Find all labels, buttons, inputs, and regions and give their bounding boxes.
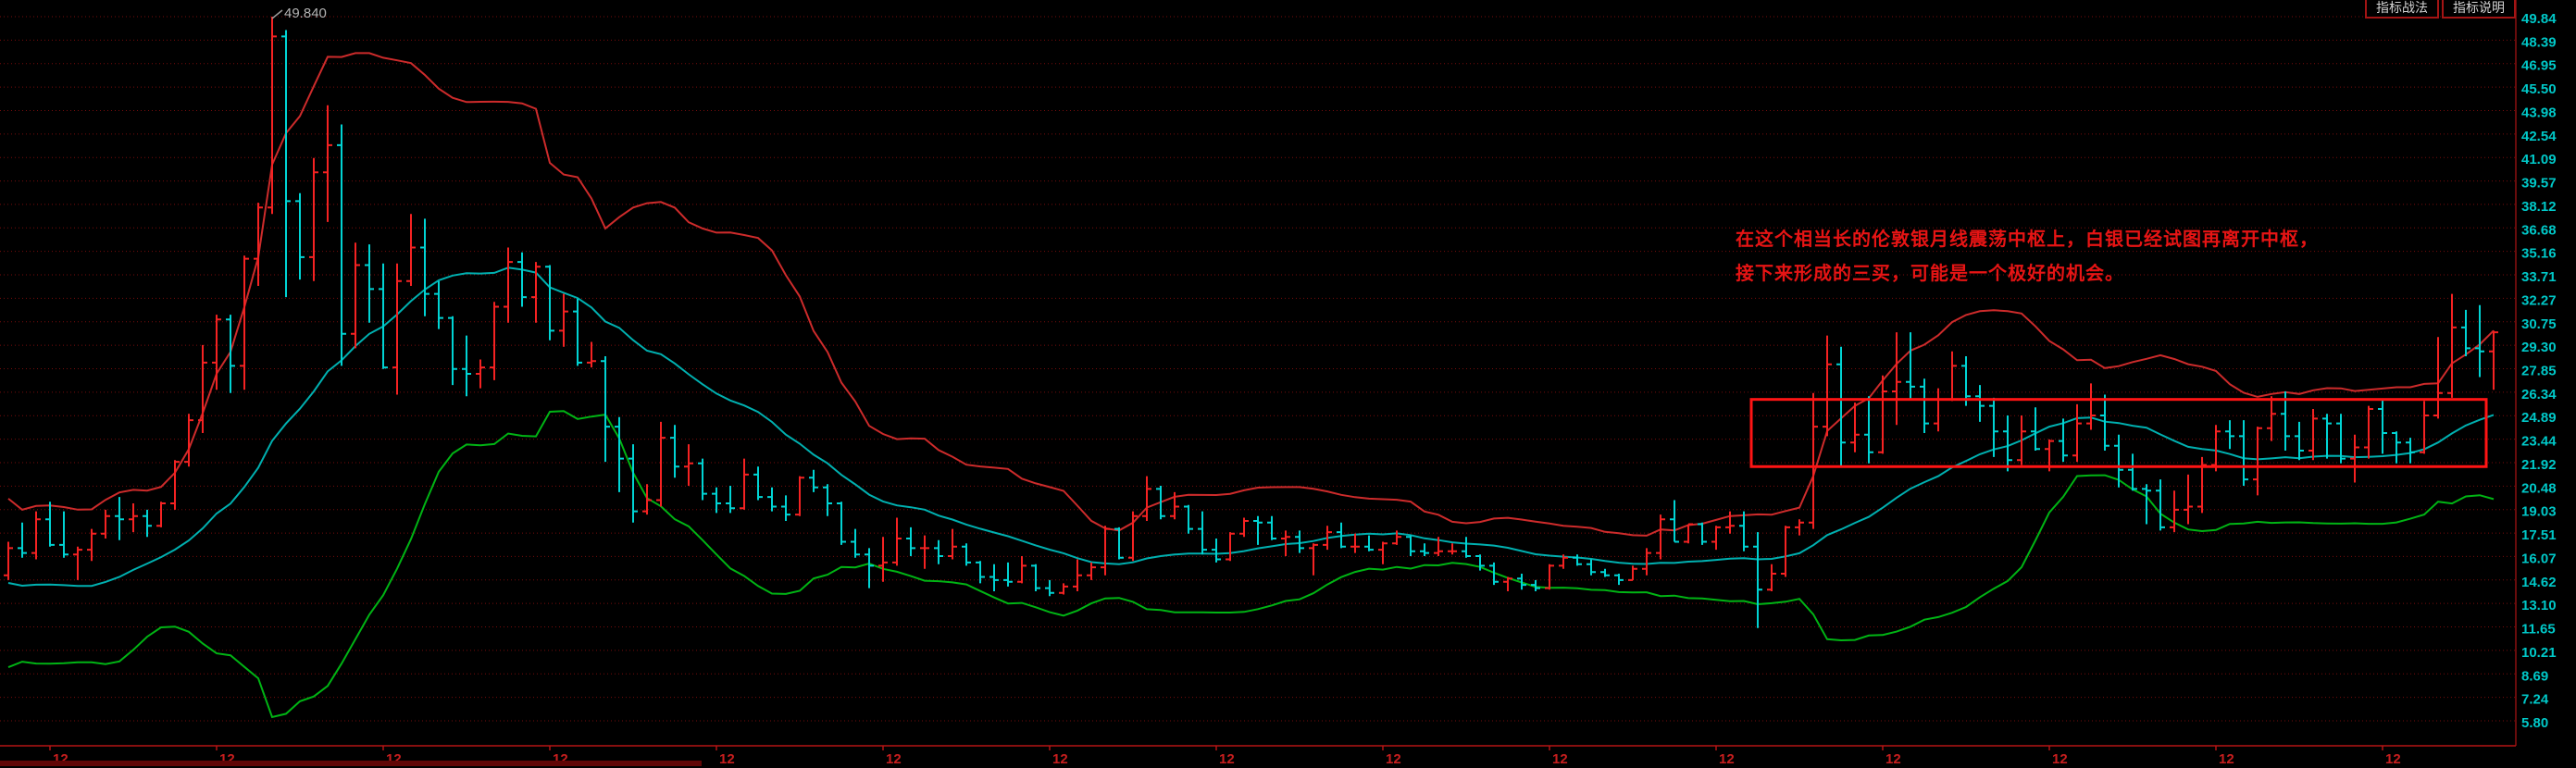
x-axis-label: 12 [1386, 751, 1401, 767]
indicator-help-button[interactable]: 指标说明 [2442, 0, 2516, 19]
chart-text-annotation[interactable]: 在这个相当长的伦敦银月线震荡中枢上，白银已经试图再离开中枢， 接下来形成的三买，… [1736, 223, 2319, 291]
y-axis-label: 30.75 [2521, 316, 2557, 332]
y-axis-label: 8.69 [2521, 668, 2548, 684]
y-axis-label: 29.30 [2521, 340, 2557, 355]
y-axis-label: 32.27 [2521, 292, 2557, 308]
highlight-rectangle[interactable] [1749, 398, 2488, 468]
y-axis-label: 10.21 [2521, 645, 2557, 661]
y-axis-label: 13.10 [2521, 598, 2557, 613]
peak-price-label: 49.840 [284, 6, 327, 21]
upper-band-line [7, 52, 2495, 537]
y-axis-label: 19.03 [2521, 504, 2557, 520]
y-axis-label: 11.65 [2521, 622, 2556, 638]
y-axis-label: 33.71 [2521, 269, 2557, 285]
x-axis-label: 12 [1552, 751, 1568, 767]
x-axis-label: 12 [1719, 751, 1735, 767]
y-axis-label: 36.68 [2521, 222, 2557, 238]
peak-pointer-line [271, 9, 283, 19]
y-axis-label: 16.07 [2521, 551, 2557, 566]
y-axis-label: 45.50 [2521, 81, 2557, 97]
x-axis-label: 12 [2052, 751, 2068, 767]
y-axis-label: 35.16 [2521, 246, 2557, 262]
toolbar: 指标战法 指标说明 [2365, 0, 2516, 19]
annotation-line-2: 接下来形成的三买，可能是一个极好的机会。 [1736, 264, 2124, 284]
y-axis-label: 48.39 [2521, 34, 2557, 50]
y-axis-label: 24.89 [2521, 410, 2557, 426]
y-axis-label: 38.12 [2521, 199, 2557, 215]
y-axis-label: 26.34 [2521, 387, 2557, 403]
y-axis-label: 21.92 [2521, 457, 2557, 473]
y-axis-label: 14.62 [2521, 575, 2557, 590]
y-axis-label: 27.85 [2521, 364, 2557, 379]
y-axis-label: 49.84 [2521, 11, 2557, 27]
y-axis-label: 46.95 [2521, 58, 2557, 74]
y-axis-label: 43.98 [2521, 105, 2557, 120]
x-axis-label: 12 [1052, 751, 1068, 767]
x-axis-label: 12 [1219, 751, 1235, 767]
y-axis-label: 42.54 [2521, 129, 2557, 144]
range-scrollbar[interactable] [0, 761, 702, 766]
y-axis-label: 20.48 [2521, 480, 2557, 496]
y-axis-label: 17.51 [2521, 527, 2557, 543]
up-month-bars [4, 17, 2498, 595]
x-axis-label: 12 [2385, 751, 2401, 767]
y-axis-label: 23.44 [2521, 434, 2557, 450]
down-month-bars [18, 30, 2484, 628]
y-axis-label: 41.09 [2521, 152, 2557, 167]
y-axis-label: 5.80 [2521, 715, 2548, 731]
y-axis-label: 39.57 [2521, 176, 2557, 192]
x-axis-label: 12 [2219, 751, 2234, 767]
lower-band-line [7, 410, 2495, 719]
mid-band-line [7, 266, 2495, 588]
y-axis-label: 7.24 [2521, 692, 2549, 708]
annotation-line-1: 在这个相当长的伦敦银月线震荡中枢上，白银已经试图再离开中枢， [1736, 229, 2319, 250]
indicator-tactics-button[interactable]: 指标战法 [2365, 0, 2439, 19]
x-axis-label: 12 [719, 751, 735, 767]
x-axis-label: 12 [886, 751, 902, 767]
x-axis-label: 12 [1885, 751, 1901, 767]
